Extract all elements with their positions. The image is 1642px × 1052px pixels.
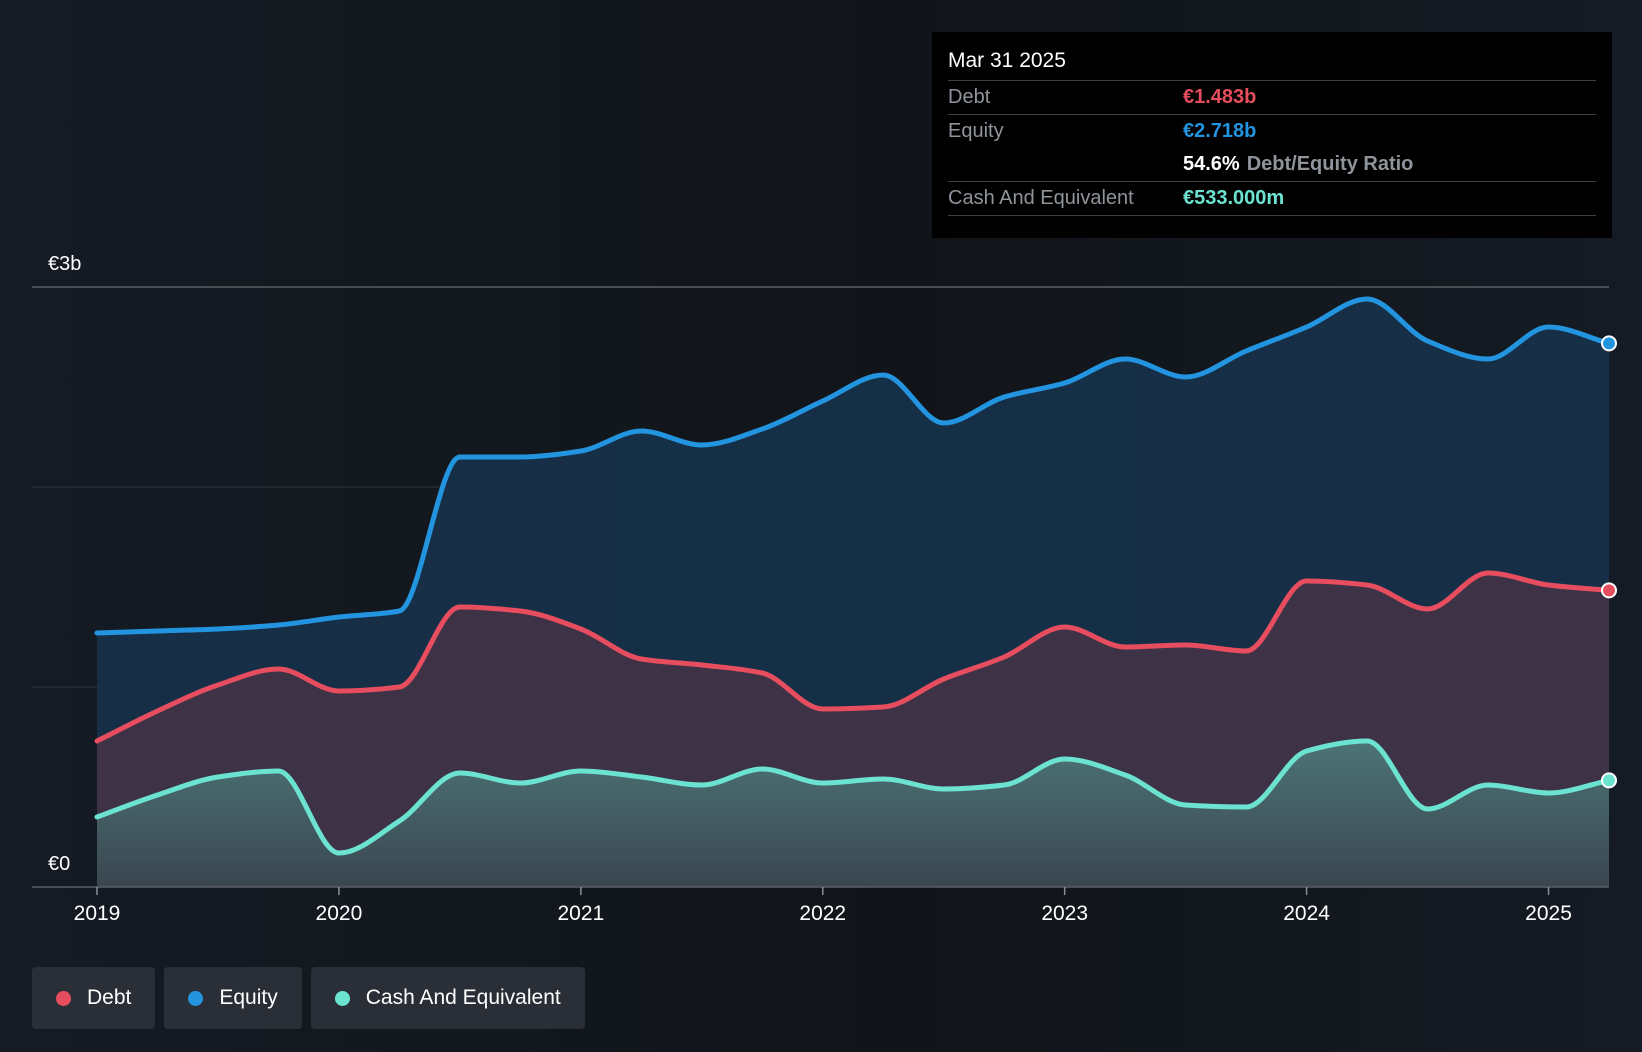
cash-and-equivalent-area	[97, 741, 1609, 887]
x-tick-label-2019: 2019	[74, 902, 121, 925]
x-tick-label-2022: 2022	[799, 902, 846, 925]
equity-line	[94, 296, 1612, 636]
legend-label-debt: Debt	[87, 986, 132, 1009]
debt-end-marker	[1601, 582, 1617, 599]
x-tick-label-2024: 2024	[1283, 902, 1330, 925]
end-markers	[1601, 335, 1617, 789]
tooltip-debt-row: Debt €1.483b	[948, 81, 1596, 115]
cash-and-equivalent-line	[94, 738, 1612, 856]
y-tick-label-zero: €0	[48, 853, 70, 875]
legend-label-equity: Equity	[219, 986, 278, 1009]
tooltip-date: Mar 31 2025	[948, 46, 1596, 81]
tooltip-debt-value: €1.483b	[1183, 86, 1257, 108]
tooltip-equity-row: Equity €2.718b	[948, 115, 1596, 148]
legend-label-cash: Cash And Equivalent	[365, 986, 561, 1009]
series-lines	[94, 296, 1612, 856]
tooltip-equity-label: Equity	[948, 120, 1004, 142]
x-tick-label-2023: 2023	[1041, 902, 1088, 925]
tooltip-cash-row: Cash And Equivalent €533.000m	[948, 182, 1596, 216]
legend-item-equity[interactable]: Equity	[164, 967, 302, 1029]
legend-dot-cash	[334, 990, 350, 1006]
tooltip-ratio-value: 54.6%	[1183, 153, 1240, 175]
legend-dot-debt	[56, 990, 71, 1006]
x-tick-label-2025: 2025	[1525, 902, 1572, 925]
tooltip-cash-value: €533.000m	[1183, 187, 1285, 209]
data-tooltip: Mar 31 2025 Debt €1.483b Equity €2.718b …	[932, 32, 1612, 238]
equity-end-marker	[1601, 335, 1617, 352]
debt-line	[94, 570, 1612, 744]
x-tick-label-2021: 2021	[557, 902, 604, 925]
legend-item-debt[interactable]: Debt	[32, 967, 156, 1029]
axes: 2019 2020 2021 2022 2023 2024 2025 €3b €0	[32, 253, 1609, 925]
tooltip-cash-label: Cash And Equivalent	[948, 187, 1134, 209]
y-tick-label-top: €3b	[48, 253, 81, 275]
chart-legend: Debt Equity Cash And Equivalent	[32, 967, 585, 1029]
tooltip-equity-value: €2.718b	[1183, 120, 1257, 142]
legend-dot-equity	[188, 990, 204, 1006]
legend-item-cash[interactable]: Cash And Equivalent	[310, 967, 585, 1029]
x-tick-label-2020: 2020	[316, 902, 363, 925]
tooltip-debt-label: Debt	[948, 86, 991, 108]
tooltip-ratio-row: 54.6% Debt/Equity Ratio	[948, 148, 1596, 182]
tooltip-ratio-label: Debt/Equity Ratio	[1246, 153, 1414, 175]
cash-and-equivalent-end-marker	[1601, 772, 1617, 789]
